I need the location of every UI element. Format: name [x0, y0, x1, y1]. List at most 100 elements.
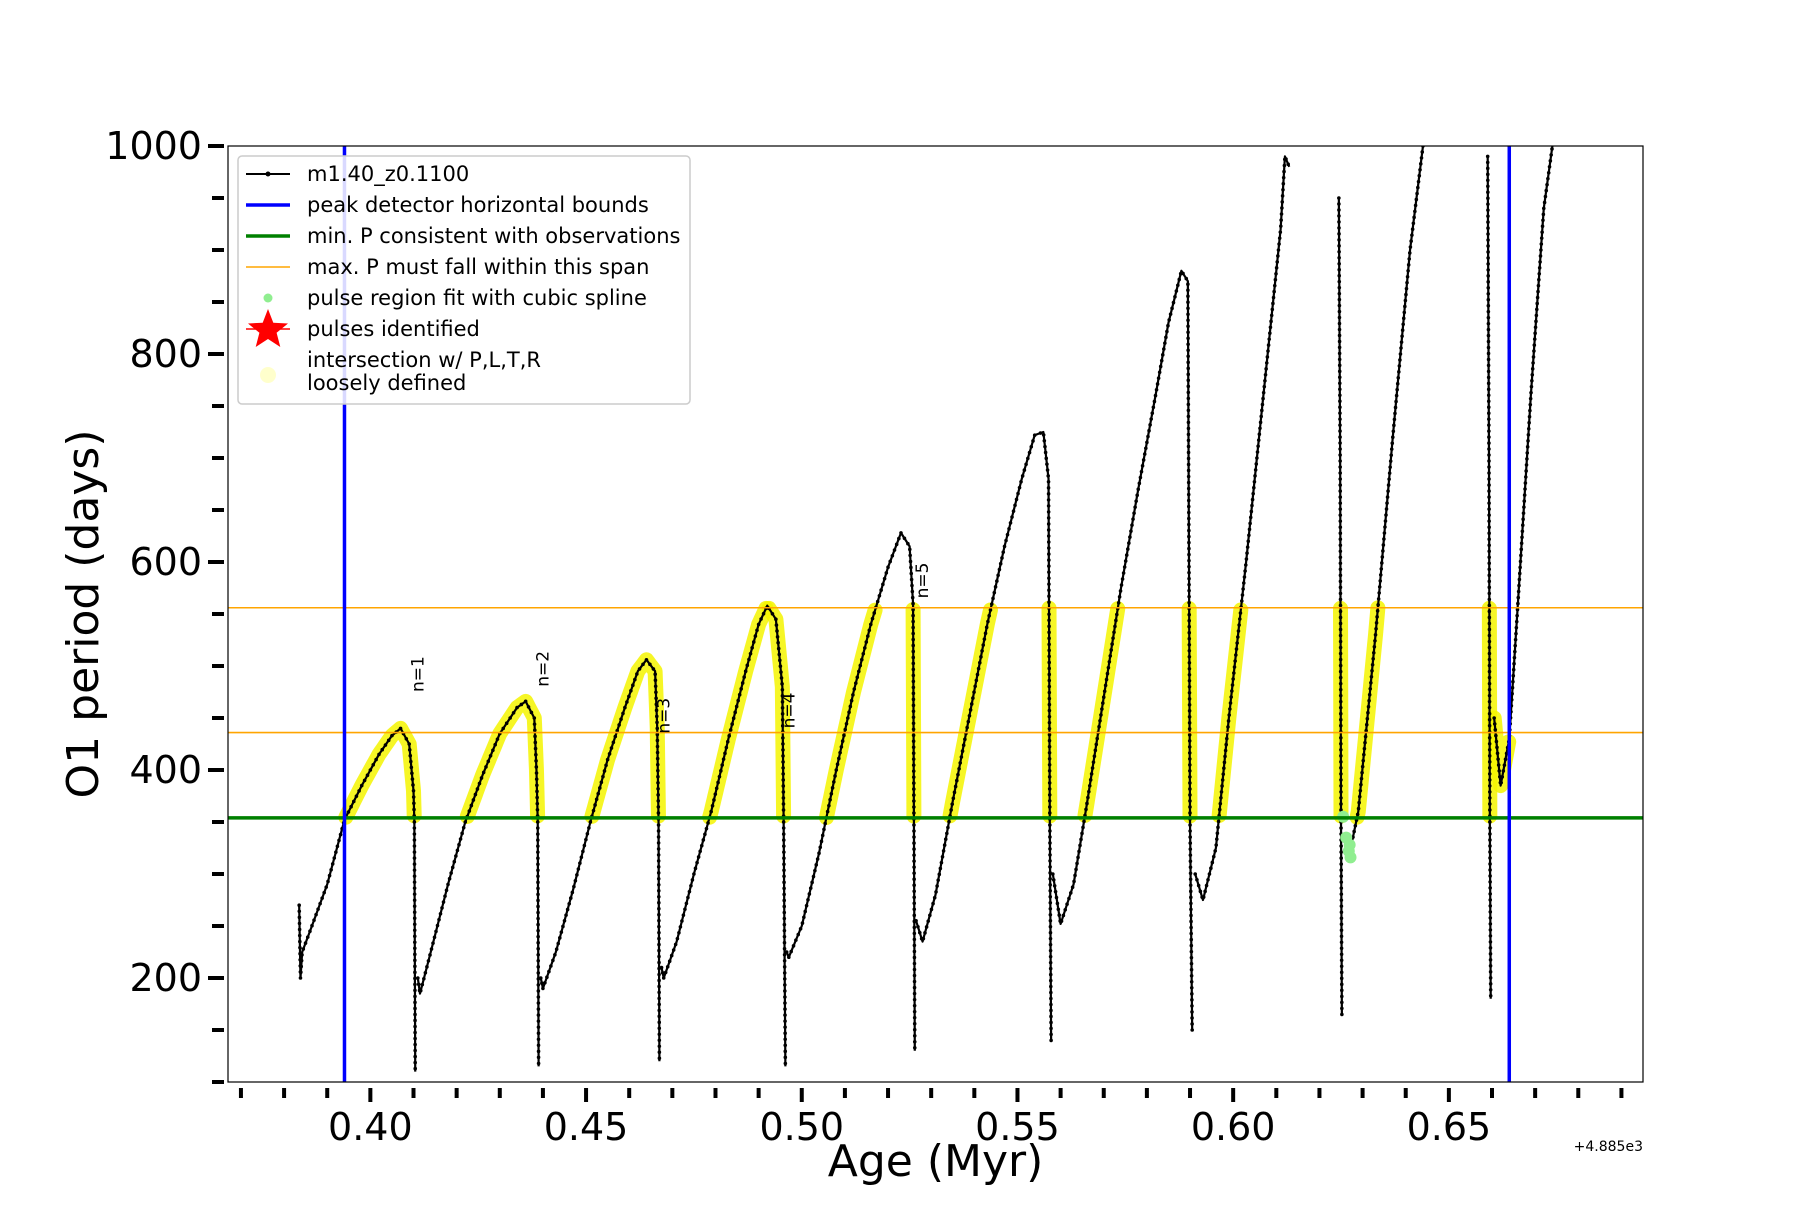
series-point	[657, 925, 661, 929]
series-point	[1339, 706, 1343, 710]
series-point	[536, 875, 540, 879]
series-point	[657, 1027, 661, 1031]
series-point	[1197, 884, 1201, 888]
series-point	[851, 693, 855, 697]
series-point	[1264, 367, 1268, 371]
series-point	[1048, 685, 1052, 689]
series-point	[893, 548, 897, 552]
series-point	[1259, 421, 1263, 425]
series-point	[1363, 741, 1367, 745]
series-point	[1486, 161, 1490, 165]
series-point	[1094, 749, 1098, 753]
series-point	[577, 867, 581, 871]
series-point	[1189, 890, 1193, 894]
series-point	[1245, 551, 1249, 555]
series-point	[1338, 292, 1342, 296]
series-point	[1188, 811, 1192, 815]
series-point	[1048, 727, 1052, 731]
series-point	[912, 769, 916, 773]
series-point	[937, 873, 941, 877]
series-point	[638, 667, 642, 671]
series-point	[1048, 745, 1052, 749]
series-point	[589, 820, 593, 824]
series-point	[1084, 808, 1088, 812]
series-point	[1411, 227, 1415, 231]
series-point	[536, 953, 540, 957]
spline-point	[1344, 839, 1356, 851]
series-point	[1189, 884, 1193, 888]
series-point	[1416, 186, 1420, 190]
series-point	[1390, 447, 1394, 451]
series-point	[969, 708, 973, 712]
series-point	[1339, 610, 1343, 614]
series-point	[657, 961, 661, 965]
series-point	[656, 793, 660, 797]
series-point	[1047, 588, 1051, 592]
series-point	[1503, 763, 1507, 767]
series-point	[1375, 621, 1379, 625]
series-point	[849, 705, 853, 709]
series-point	[1488, 676, 1492, 680]
series-point	[408, 754, 412, 758]
series-point	[1228, 707, 1232, 711]
series-point	[1186, 349, 1190, 353]
series-point	[1339, 616, 1343, 620]
series-point	[1487, 537, 1491, 541]
series-point	[1339, 586, 1343, 590]
series-point	[536, 911, 540, 915]
series-point	[657, 973, 661, 977]
series-point	[783, 935, 787, 939]
series-point	[1377, 591, 1381, 595]
series-point	[417, 982, 421, 986]
series-point	[1045, 462, 1049, 466]
series-point	[567, 902, 571, 906]
series-point	[1093, 754, 1097, 758]
series-point	[304, 941, 308, 945]
series-point	[1119, 589, 1123, 593]
series-point	[783, 1037, 787, 1041]
series-point	[1047, 540, 1051, 544]
series-point	[539, 976, 543, 980]
series-point	[623, 706, 627, 710]
series-point	[1187, 595, 1191, 599]
series-point	[1256, 444, 1260, 448]
series-point	[912, 793, 916, 797]
series-point	[1487, 310, 1491, 314]
pulse-label-n3: n=3	[654, 698, 674, 734]
series-line-segment-4	[787, 533, 915, 1051]
series-point	[1278, 236, 1282, 240]
series-point	[939, 867, 943, 871]
series-point	[1415, 198, 1419, 202]
series-point	[925, 925, 929, 929]
series-point	[1399, 352, 1403, 356]
series-point	[775, 623, 779, 627]
series-point	[413, 844, 417, 848]
series-point	[912, 662, 916, 666]
intersection-band-2	[592, 660, 659, 817]
series-point	[1383, 525, 1387, 529]
series-point	[1511, 686, 1515, 690]
series-point	[1339, 531, 1343, 535]
series-point	[1486, 184, 1490, 188]
series-point	[1043, 439, 1047, 443]
series-point	[1489, 922, 1493, 926]
series-point	[1338, 310, 1342, 314]
series-point	[1049, 991, 1053, 995]
series-point	[536, 862, 540, 866]
series-point	[1338, 471, 1342, 475]
series-point	[1420, 150, 1424, 154]
series-point	[912, 787, 916, 791]
series-point	[1340, 1001, 1344, 1005]
series-point	[1080, 832, 1084, 836]
series-point	[1338, 358, 1342, 362]
series-point	[413, 965, 417, 969]
series-point	[854, 681, 858, 685]
series-point	[1486, 262, 1490, 266]
series-point	[1339, 784, 1343, 788]
series-point	[1339, 856, 1343, 860]
series-point	[306, 935, 310, 939]
series-point	[1048, 733, 1052, 737]
series-point	[413, 1031, 417, 1035]
series-point	[369, 768, 373, 772]
series-point	[1257, 438, 1261, 442]
